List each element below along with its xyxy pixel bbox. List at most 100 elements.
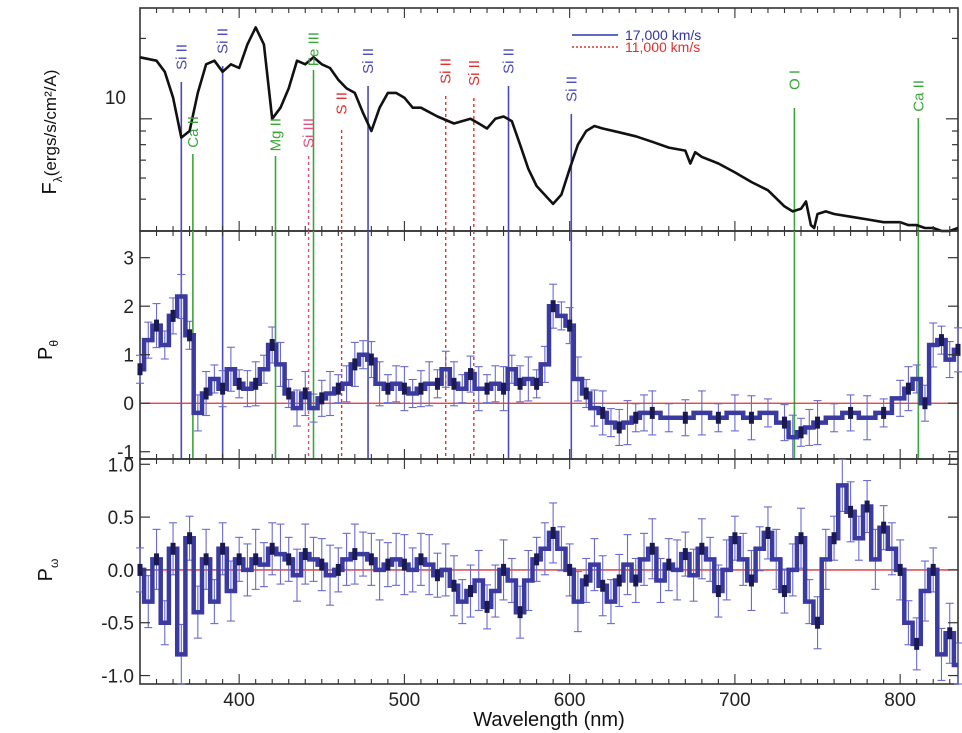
flux-line-label: Fe III <box>306 32 323 66</box>
theta-data-point <box>781 416 787 429</box>
svg-text:Fλ(ergs/s/cm²/A): Fλ(ergs/s/cm²/A) <box>39 70 65 195</box>
omega-y-tick-label: -0.5 <box>101 614 134 635</box>
omega-data-point <box>335 563 341 576</box>
omega-data-point <box>881 521 887 534</box>
x-axis-title: Wavelength (nm) <box>473 709 625 731</box>
theta-data-point <box>451 377 457 390</box>
theta-data-point <box>253 377 259 390</box>
theta-data-point <box>468 368 474 381</box>
flux-line-labels: Si II Ca II Si II Mg II Fe III Si III S II Si I… <box>173 28 927 151</box>
theta-data-point <box>534 377 540 390</box>
flux-y-label-f: F <box>39 182 61 194</box>
omega-data-point <box>401 558 407 571</box>
flux-line-label: Si II <box>215 28 232 54</box>
theta-data-point <box>682 411 688 424</box>
omega-data-point <box>649 542 655 555</box>
x-tick-label: 700 <box>719 690 751 711</box>
omega-data-point <box>451 579 457 592</box>
omega-ticks: 1.0 0.5 0.0 -0.5 -1.0 400 500 600 700 800 <box>101 455 958 711</box>
flux-line-annotations <box>180 66 920 231</box>
theta-data-point <box>848 406 854 419</box>
omega-data-point <box>947 627 953 640</box>
omega-data-point <box>864 500 870 513</box>
theta-y-tick-label: 1 <box>123 346 134 367</box>
omega-data-point <box>765 526 771 539</box>
theta-y-tick-label: 3 <box>123 249 134 270</box>
omega-series <box>136 458 962 685</box>
omega-data-point <box>831 532 837 545</box>
omega-data-point <box>352 548 358 561</box>
theta-series <box>136 273 962 460</box>
panel-flux: Si II Ca II Si II Mg II Fe III Si III S II Si I… <box>39 7 959 233</box>
theta-data-point <box>269 339 275 351</box>
omega-data-point <box>715 585 721 598</box>
theta-data-point <box>137 363 143 376</box>
omega-data-point <box>567 563 573 576</box>
omega-data-point <box>682 548 688 561</box>
flux-line-label: O I <box>786 70 803 90</box>
omega-data-point <box>501 563 507 576</box>
theta-y-label-p: P <box>35 347 57 360</box>
omega-data-point <box>583 574 589 587</box>
theta-data-point <box>401 382 407 395</box>
omega-data-point <box>633 574 639 587</box>
flux-line-label: Si II <box>466 60 483 86</box>
omega-data-point <box>269 542 275 555</box>
flux-ticks <box>140 8 958 231</box>
theta-data-point <box>154 319 160 332</box>
theta-data-point <box>501 382 507 395</box>
theta-data-point <box>567 319 573 332</box>
theta-data-point <box>600 406 606 419</box>
theta-data-point <box>368 353 374 366</box>
omega-data-point <box>517 606 523 619</box>
theta-y-tick-label: 0 <box>123 394 134 415</box>
omega-data-point <box>815 616 821 629</box>
theta-data-point <box>938 334 944 347</box>
theta-data-point <box>881 406 887 419</box>
theta-data-point <box>319 392 325 405</box>
theta-data-point <box>815 416 821 429</box>
omega-y-tick-label: 1.0 <box>108 455 134 476</box>
theta-data-point <box>236 377 242 390</box>
omega-data-point <box>534 553 540 566</box>
theta-data-point <box>616 421 622 434</box>
omega-data-point <box>930 563 936 576</box>
x-tick-label: 600 <box>554 690 586 711</box>
omega-data-point <box>914 637 920 650</box>
flux-line-label: Si III <box>301 118 318 148</box>
theta-data-point <box>583 387 589 400</box>
flux-series <box>139 26 959 233</box>
omega-data-point <box>368 553 374 566</box>
flux-line-label: Si II <box>563 76 580 102</box>
theta-data-point <box>286 387 292 400</box>
omega-data-point <box>732 532 738 545</box>
omega-data-point <box>302 548 308 561</box>
theta-data-point <box>203 387 209 400</box>
omega-data-point <box>748 574 754 587</box>
theta-data-point <box>922 397 928 410</box>
theta-y-axis-title: Pθ <box>35 340 61 360</box>
theta-data-point <box>633 411 639 424</box>
theta-data-point <box>550 300 556 313</box>
omega-data-point <box>600 579 606 592</box>
theta-ticks: 3 2 1 0 -1 <box>117 231 958 464</box>
panel-p-theta: 3 2 1 0 -1 Pθ <box>35 230 962 464</box>
omega-data-point <box>418 553 424 566</box>
flux-line-label: Si II <box>501 48 518 74</box>
theta-data-point <box>955 343 961 356</box>
omega-data-point <box>468 585 474 598</box>
flux-line-label: S II <box>334 92 351 115</box>
theta-data-point <box>905 382 911 395</box>
omega-data-point <box>550 526 556 539</box>
flux-line-label: Ca II <box>910 80 927 112</box>
flux-line-label: Mg II <box>268 118 285 151</box>
flux-y-label-sub: λ <box>51 176 65 182</box>
omega-data-point <box>781 585 787 598</box>
omega-data-point <box>897 563 903 576</box>
flux-y-label-units: (ergs/s/cm²/A) <box>41 70 60 177</box>
theta-data-point <box>748 411 754 424</box>
theta-data-point <box>335 382 341 395</box>
theta-y-tick-label: 2 <box>123 297 134 318</box>
theta-data-point <box>434 377 440 390</box>
